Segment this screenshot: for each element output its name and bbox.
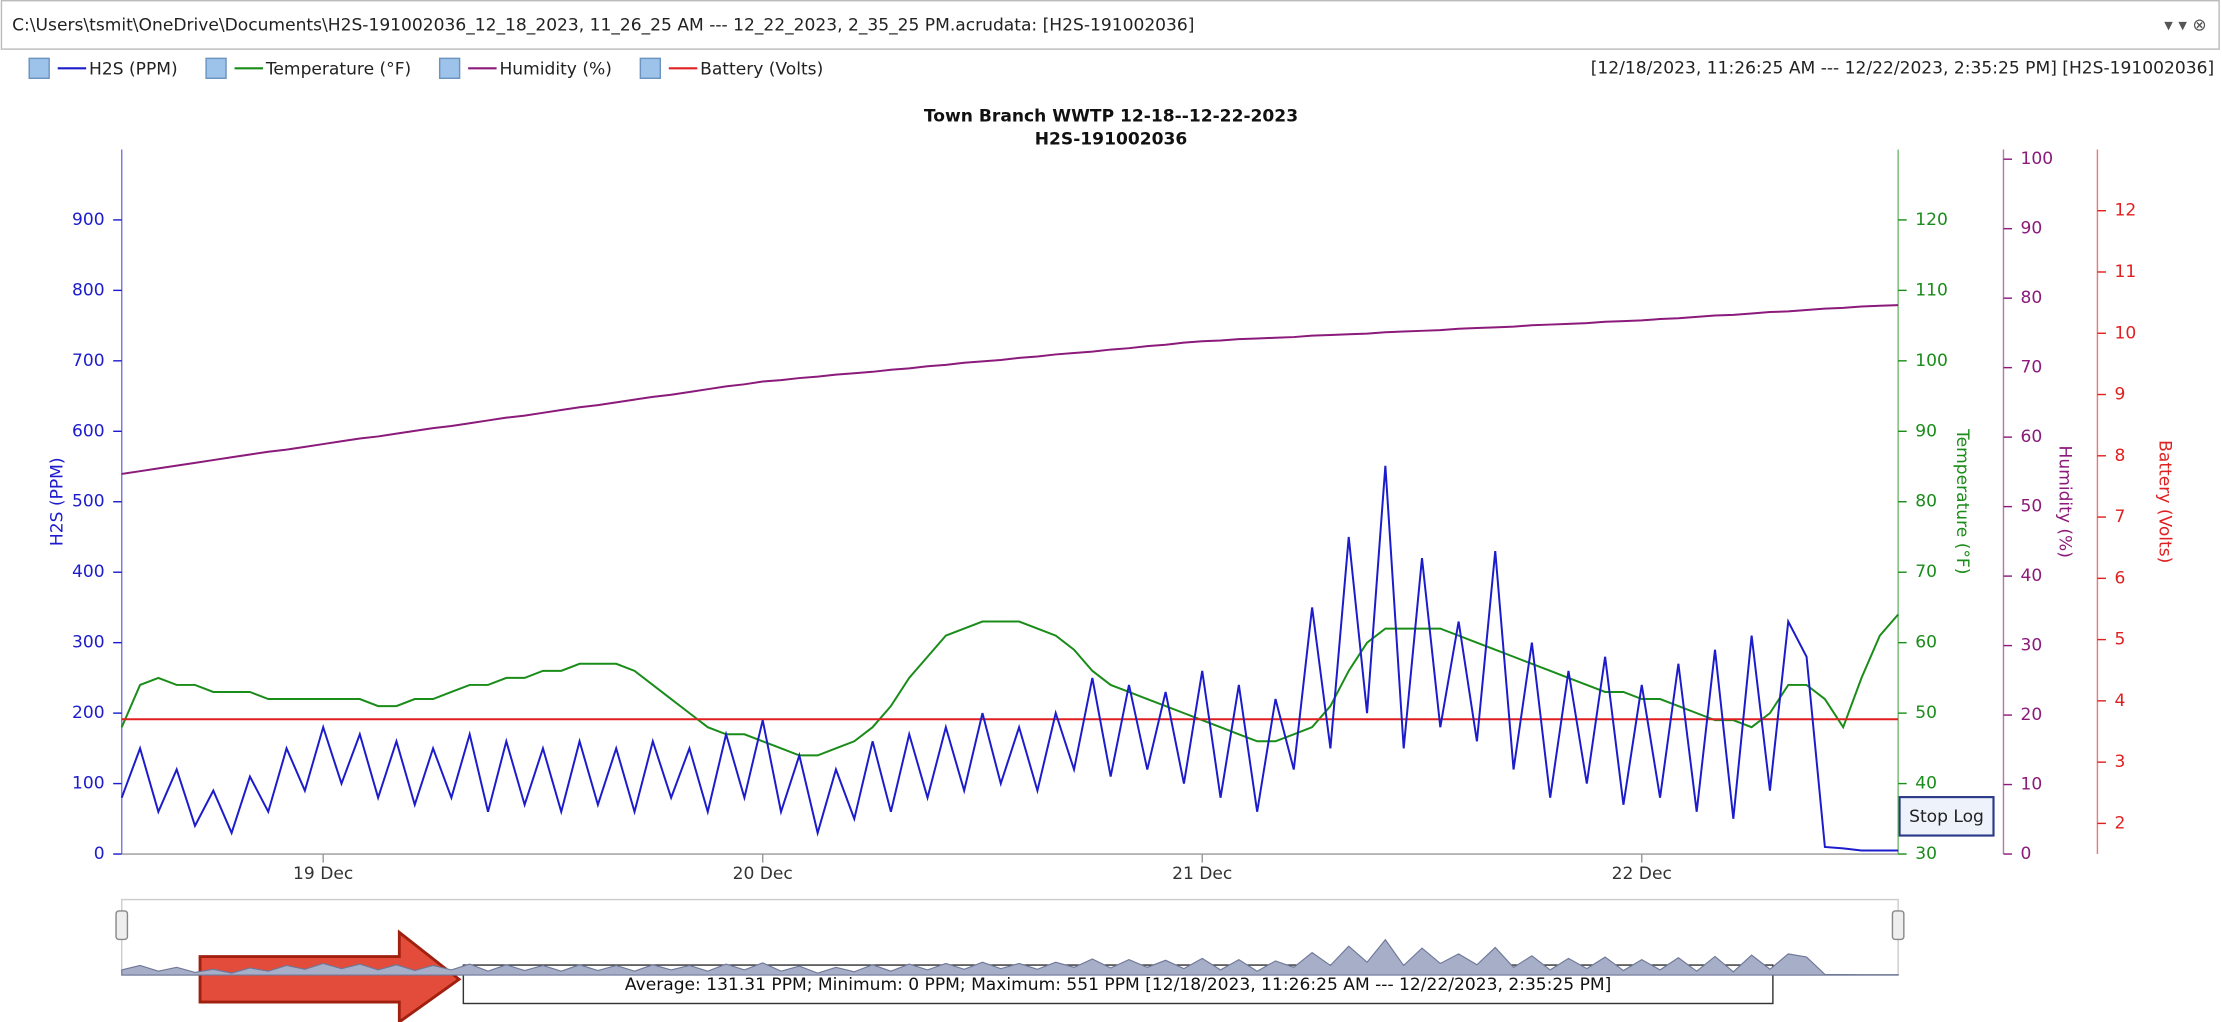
series-line: [120, 465, 1899, 852]
y-tick-label: 700: [72, 351, 105, 371]
y-tick-label: 80: [2021, 288, 2043, 308]
nav-handle[interactable]: [115, 910, 129, 941]
y-tick-label: 200: [72, 703, 105, 723]
y-tick-label: 70: [2021, 358, 2043, 378]
y-tick-label: 3: [2114, 752, 2125, 772]
y-tick-label: 100: [1915, 351, 1948, 371]
x-tick-label: 21 Dec: [1172, 864, 1232, 884]
y-tick-label: 50: [1915, 703, 1937, 723]
arrow: [198, 929, 462, 1022]
y-tick-label: 500: [72, 492, 105, 512]
y-tick-label: 12: [2114, 201, 2136, 221]
x-tick-label: 20 Dec: [733, 864, 793, 884]
y-tick-label: 800: [72, 280, 105, 300]
y-tick-label: 11: [2114, 262, 2136, 282]
y-tick-label: 100: [2021, 149, 2054, 169]
y-tick-label: 0: [94, 844, 105, 864]
legend-checkbox[interactable]: [639, 57, 661, 79]
y-tick-label: 4: [2114, 691, 2125, 711]
y-tick-label: 60: [1915, 633, 1937, 653]
y-tick-label: 30: [1915, 844, 1937, 864]
y-tick-label: 30: [2021, 636, 2043, 656]
y-tick-label: 6: [2114, 568, 2125, 588]
y-tick-label: 600: [72, 421, 105, 441]
chart-title: Town Branch WWTP 12-18--12-22-2023: [924, 107, 1298, 127]
y-tick-label: 8: [2114, 446, 2125, 466]
y-tick-label: 60: [2021, 427, 2043, 447]
legend-label: H2S (PPM): [89, 60, 178, 80]
series-line: [121, 304, 1899, 475]
legend-label: Humidity (%): [499, 60, 611, 80]
y-tick-label: 10: [2021, 775, 2043, 795]
y-tick-label: 900: [72, 210, 105, 230]
path-bar: [0, 0, 2220, 50]
y-tick-label: 100: [72, 774, 105, 794]
y-tick-label: 40: [2021, 566, 2043, 586]
y-tick-label: 5: [2114, 630, 2125, 650]
legend-checkbox[interactable]: [28, 57, 50, 79]
navigator-area: [121, 938, 1899, 976]
y-tick-label: 80: [1915, 492, 1937, 512]
y-tick-label: 0: [2021, 844, 2032, 864]
nav-handle[interactable]: [1891, 910, 1905, 941]
legend-label: Temperature (°F): [265, 60, 411, 80]
axis-title: Temperature (°F): [1952, 428, 1972, 574]
file-path: C:\Users\tsmit\OneDrive\Documents\H2S-19…: [12, 16, 1194, 36]
y-tick-label: 50: [2021, 497, 2043, 517]
axis-title: H2S (PPM): [48, 457, 68, 546]
y-tick-label: 20: [2021, 705, 2043, 725]
y-tick-label: 110: [1915, 280, 1948, 300]
chart-subtitle: H2S-191002036: [1035, 129, 1188, 149]
y-tick-label: 400: [72, 562, 105, 582]
legend-label: Battery (Volts): [700, 60, 823, 80]
y-tick-label: 70: [1915, 562, 1937, 582]
legend-checkbox[interactable]: [438, 57, 461, 79]
y-tick-label: 7: [2114, 507, 2125, 527]
x-tick-label: 22 Dec: [1612, 864, 1672, 884]
y-tick-label: 40: [1915, 774, 1937, 794]
y-tick-label: 120: [1915, 210, 1948, 230]
y-tick-label: 10: [2114, 323, 2136, 343]
dropdown-icon[interactable]: ▾ ▾ ⊗: [2164, 16, 2206, 36]
stop-log-label[interactable]: Stop Log: [1909, 807, 1984, 827]
y-tick-label: 300: [72, 633, 105, 653]
axis-title: Humidity (%): [2055, 446, 2075, 558]
y-tick-label: 90: [2021, 219, 2043, 239]
summary: Average: 131.31 PPM; Minimum: 0 PPM; Max…: [625, 975, 1611, 995]
y-tick-label: 2: [2114, 813, 2125, 833]
y-tick-label: 9: [2114, 385, 2125, 405]
x-tick-label: 19 Dec: [293, 864, 353, 884]
axis-title: Battery (Volts): [2154, 440, 2174, 563]
range-label: [12/18/2023, 11:26:25 AM --- 12/22/2023,…: [1591, 58, 2214, 78]
stop-log-button[interactable]: [1898, 796, 1995, 837]
series-line: [120, 613, 1899, 757]
legend-checkbox[interactable]: [205, 57, 227, 79]
y-tick-label: 90: [1915, 421, 1937, 441]
